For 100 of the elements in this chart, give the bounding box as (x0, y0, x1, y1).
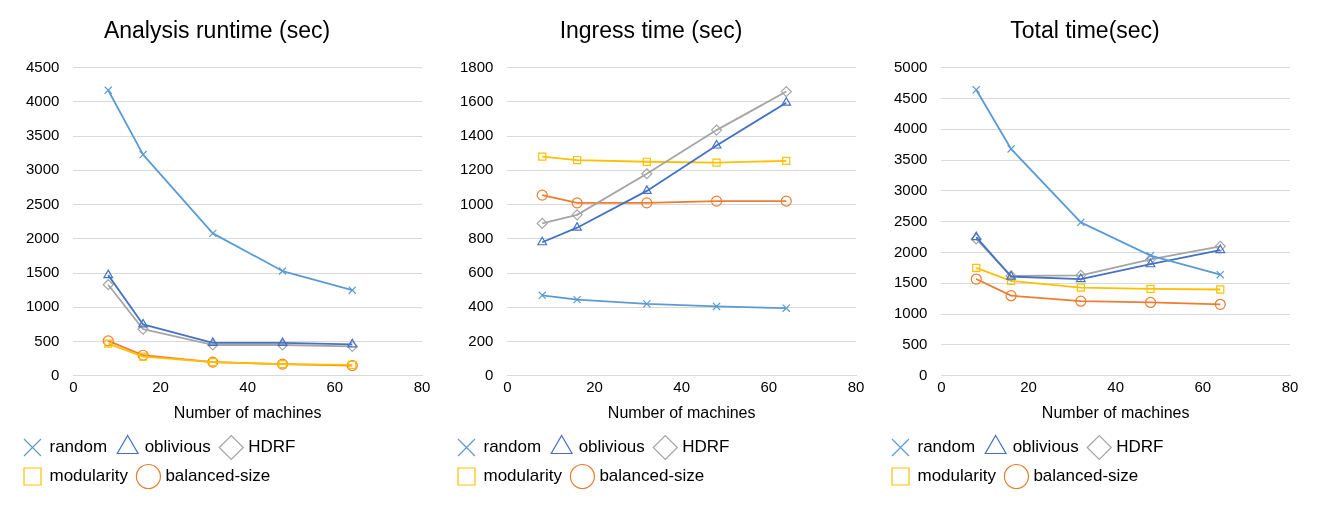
x-tick-label: 40 (1107, 377, 1125, 395)
point (641, 197, 653, 209)
point (641, 185, 652, 194)
point (1144, 296, 1157, 309)
point (1216, 285, 1225, 294)
point (1146, 251, 1155, 260)
point (781, 97, 792, 106)
legend-label: random (917, 437, 976, 457)
point (972, 263, 981, 273)
x-tick-label: 0 (937, 377, 946, 395)
point (571, 197, 583, 209)
point (1006, 144, 1016, 154)
point (103, 269, 114, 279)
point (277, 337, 288, 347)
point (1215, 244, 1226, 254)
point (346, 340, 358, 352)
point (780, 85, 792, 98)
y-tick-label: 1600 (459, 91, 494, 109)
x-axis-title: Number of machines (1041, 403, 1190, 421)
point (1076, 218, 1085, 227)
legend-label: balanced-size (165, 466, 271, 486)
point (207, 339, 219, 351)
y-tick-label: 1400 (459, 126, 494, 144)
y-tick-label: 0 (919, 365, 928, 383)
point (536, 217, 548, 230)
point (207, 337, 218, 347)
y-tick-label: 1500 (25, 263, 60, 281)
y-tick-label: 2500 (893, 211, 928, 229)
point (1006, 276, 1016, 286)
legend-label: HDRF (248, 437, 296, 457)
y-tick-label: 500 (902, 335, 928, 353)
x-tick-label: 0 (69, 377, 78, 395)
point (1005, 290, 1017, 302)
point (1146, 284, 1155, 294)
legend-label: HDRF (682, 437, 730, 457)
point (278, 266, 287, 276)
y-tick-label: 200 (468, 331, 494, 349)
point (571, 209, 583, 221)
x-axis-title: Number of machines (173, 403, 322, 421)
y-tick-label: 4000 (25, 91, 60, 109)
legend-label: modularity (483, 466, 563, 486)
point (642, 299, 651, 309)
y-tick-label: 400 (468, 297, 494, 315)
point (782, 304, 791, 313)
y-tick-label: 0 (51, 365, 60, 383)
legend-label: HDRF (1116, 437, 1164, 457)
x-tick-label: 20 (152, 377, 169, 395)
point (138, 318, 149, 328)
point (536, 189, 548, 201)
point (538, 152, 547, 161)
point (971, 231, 982, 241)
point (208, 229, 217, 238)
point (972, 85, 981, 94)
legend-label: modularity (49, 466, 129, 486)
point (102, 279, 114, 291)
point (1076, 283, 1085, 292)
point (348, 286, 357, 295)
y-tick-label: 4500 (893, 88, 928, 106)
y-tick-label: 600 (468, 263, 494, 281)
point (1075, 273, 1086, 283)
point (782, 156, 791, 166)
x-tick-label: 20 (1020, 377, 1037, 395)
x-tick-label: 60 (326, 377, 344, 395)
point (572, 222, 583, 231)
point (572, 155, 582, 165)
point (1216, 270, 1225, 279)
x-tick-label: 80 (1281, 377, 1299, 395)
y-tick-label: 3500 (25, 126, 60, 144)
point (642, 157, 651, 166)
legend-label: random (483, 437, 542, 457)
legend-label: random (49, 437, 108, 457)
point (1144, 253, 1157, 265)
point (1214, 298, 1226, 310)
x-tick-label: 20 (586, 377, 603, 395)
point (712, 158, 721, 167)
x-tick-label: 40 (673, 377, 691, 395)
y-tick-label: 4500 (25, 57, 60, 75)
point (641, 168, 653, 180)
x-tick-label: 80 (847, 377, 865, 395)
x-tick-label: 40 (239, 377, 257, 395)
chart-title: Total time(sec) (1010, 17, 1160, 44)
legend-label: balanced-size (1033, 466, 1139, 486)
point (710, 124, 723, 136)
point (572, 295, 582, 304)
point (137, 323, 149, 335)
point (780, 195, 792, 207)
x-tick-label: 60 (760, 377, 778, 395)
legend-label: balanced-size (599, 466, 705, 486)
y-tick-label: 1500 (893, 273, 928, 291)
y-tick-label: 1000 (25, 297, 60, 315)
point (347, 338, 358, 348)
point (712, 302, 721, 311)
chart-title: Ingress time (sec) (559, 17, 743, 44)
y-tick-label: 1000 (459, 194, 494, 212)
point (104, 86, 113, 95)
y-tick-label: 2500 (25, 194, 60, 212)
y-tick-label: 3000 (25, 160, 60, 178)
y-tick-label: 2000 (893, 242, 928, 260)
x-tick-label: 0 (503, 377, 512, 395)
x-tick-label: 80 (413, 377, 431, 395)
